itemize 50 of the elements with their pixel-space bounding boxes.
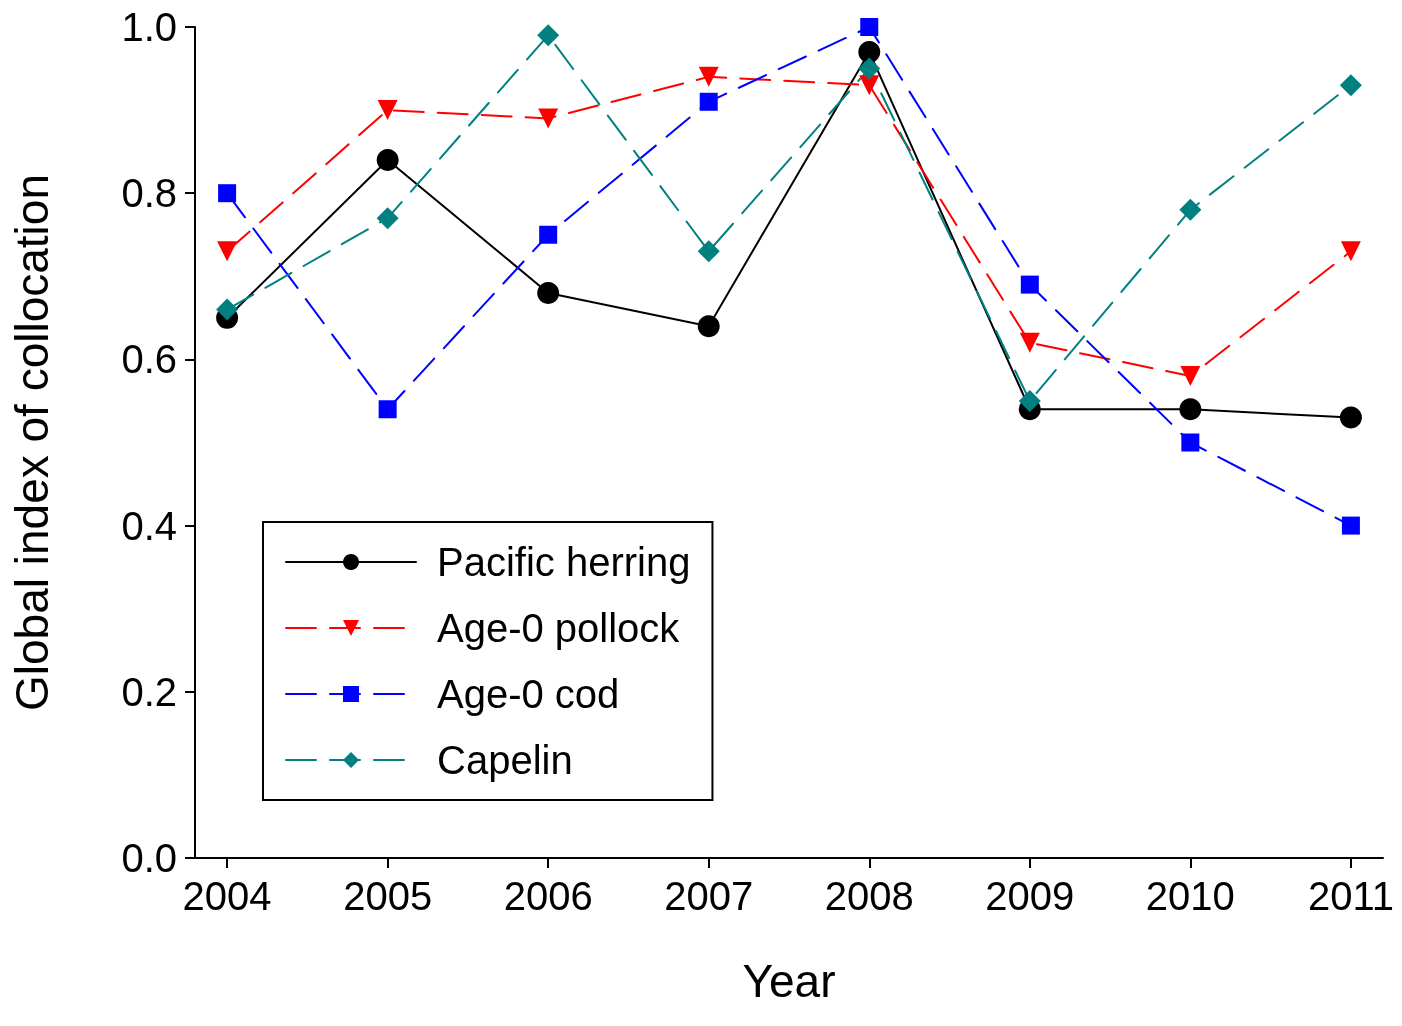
y-tick-label: 0.6 [121, 337, 177, 382]
point [539, 225, 558, 244]
point [858, 57, 881, 80]
point [860, 18, 879, 36]
legend-label: Age-0 cod [437, 672, 620, 716]
point [376, 148, 399, 171]
point [1340, 241, 1361, 262]
point [858, 40, 881, 63]
point [1020, 275, 1039, 294]
point [1179, 398, 1202, 421]
legend-label: Age-0 pollock [437, 606, 681, 650]
point [378, 400, 397, 419]
x-tick-label: 2010 [1145, 874, 1235, 918]
point [1180, 366, 1201, 387]
point [859, 75, 880, 96]
point [1179, 198, 1202, 221]
point [377, 100, 398, 121]
y-tick-label: 0.0 [121, 836, 177, 880]
point [1181, 433, 1200, 452]
point [697, 240, 720, 263]
point [1339, 74, 1362, 97]
y-tick-label: 1.0 [121, 5, 177, 49]
point [1339, 406, 1362, 429]
legend-label: Pacific herring [437, 540, 691, 584]
point [537, 24, 560, 47]
point [376, 207, 399, 230]
x-tick-label: 2009 [985, 874, 1075, 918]
y-axis-title: Global index of collocation [6, 174, 58, 711]
point [217, 241, 238, 262]
y-tick-label: 0.4 [121, 503, 177, 548]
x-tick-label: 2011 [1307, 874, 1394, 918]
point [1341, 516, 1360, 535]
point [698, 66, 719, 87]
x-tick-label: 2008 [824, 874, 914, 918]
y-tick-label: 0.2 [121, 669, 177, 714]
point [1019, 332, 1040, 353]
point [218, 184, 237, 203]
x-tick-label: 2005 [343, 874, 433, 918]
y-tick-label: 0.8 [121, 171, 177, 216]
point [699, 92, 718, 111]
x-axis-title: Year [742, 955, 836, 1007]
x-tick-label: 2004 [182, 874, 272, 918]
x-tick-label: 2007 [664, 874, 754, 918]
point [1018, 389, 1041, 412]
legend-label: Capelin [437, 738, 573, 782]
point [537, 281, 560, 304]
point [538, 108, 559, 129]
x-tick-label: 2006 [503, 874, 593, 918]
point [216, 298, 239, 321]
point [697, 315, 720, 338]
